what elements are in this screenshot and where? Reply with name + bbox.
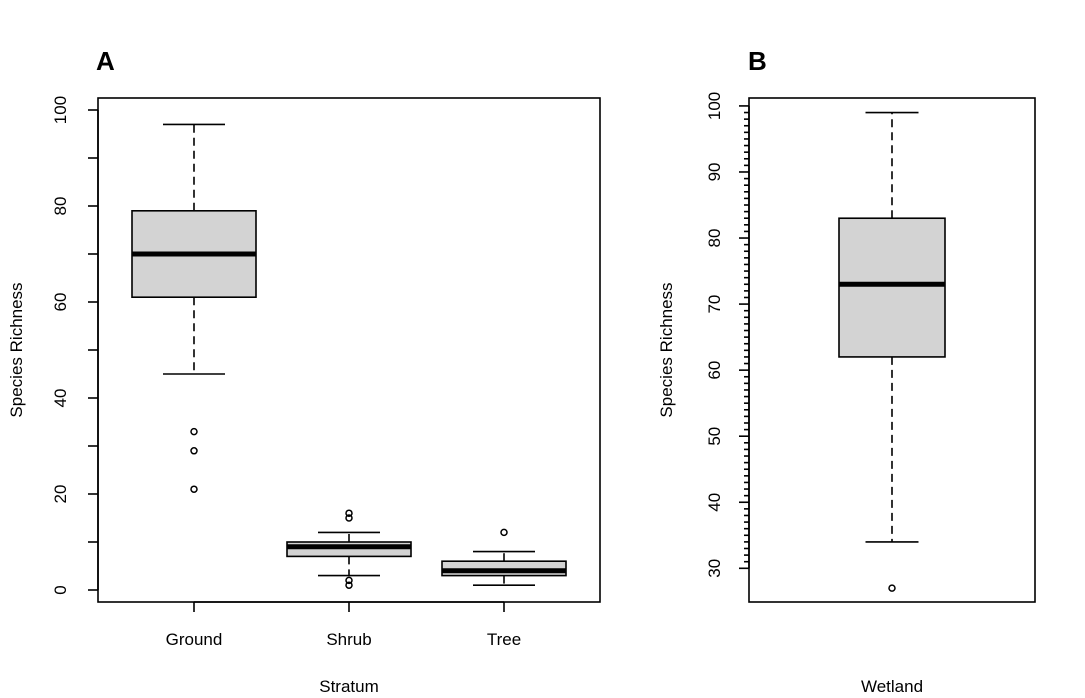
outlier-point [190, 485, 198, 493]
panel-b-letter: B [748, 46, 767, 76]
outlier-point [500, 528, 508, 537]
panel-a-x-axis-title: Stratum [319, 677, 379, 696]
panel-a-x-axis: Ground Shrub Tree [166, 601, 521, 649]
panel-a-box-shrub [286, 509, 412, 589]
panel-b-y-tick-label: 50 [705, 427, 724, 446]
outlier-point [345, 514, 353, 522]
panel-a-box-ground [131, 123, 257, 493]
outlier-point [345, 581, 353, 589]
panel-a-y-tick-label: 80 [51, 197, 70, 216]
panel-a-y-axis: 0 20 40 60 80 100 [51, 96, 99, 595]
panel-b-y-tick-label: 70 [705, 295, 724, 314]
iqr-box [838, 217, 946, 358]
outlier-point [190, 427, 198, 436]
panel-b-x-axis-title: Wetland [861, 677, 923, 696]
panel-b-y-tick-label: 40 [705, 493, 724, 512]
panel-b-boxes [838, 111, 946, 592]
panel-b-y-axis: 30 40 50 60 70 80 90 100 [705, 92, 750, 578]
panel-b-y-tick-label: 90 [705, 163, 724, 182]
outlier-point [190, 447, 198, 455]
panel-a-letter: A [96, 46, 115, 76]
panel-a-y-tick-label: 20 [51, 485, 70, 504]
panel-b-y-tick-label: 60 [705, 361, 724, 380]
panel-b-y-tick-label: 30 [705, 559, 724, 578]
panel-a-x-tick-label: Tree [487, 630, 521, 649]
panel-a-box-tree [441, 528, 567, 587]
panel-a-y-tick-label: 60 [51, 293, 70, 312]
panel-a-y-tick-label: 0 [51, 585, 70, 594]
panel-a-boxes [131, 123, 567, 589]
panel-a-x-tick-label: Ground [166, 630, 223, 649]
panel-a-y-axis-title: Species Richness [7, 282, 26, 417]
panel-b-box-wetland [838, 111, 946, 592]
panel-b: B Species Richness Wetland 30 40 50 60 70 80 9… [657, 46, 1036, 696]
panel-a-y-tick-label: 40 [51, 389, 70, 408]
panel-a-y-tick-label: 100 [51, 96, 70, 124]
panel-a-frame [97, 97, 601, 603]
outlier-point [345, 576, 353, 585]
outlier-point [888, 584, 896, 592]
panel-a: A Species Richness Stratum 020406080100 … [7, 46, 601, 696]
panel-b-y-tick-label: 100 [705, 92, 724, 120]
panel-b-y-tick-label: 80 [705, 229, 724, 248]
outlier-point [345, 509, 353, 517]
panel-b-y-axis-title: Species Richness [657, 282, 676, 417]
panel-a-x-tick-label: Shrub [326, 630, 371, 649]
